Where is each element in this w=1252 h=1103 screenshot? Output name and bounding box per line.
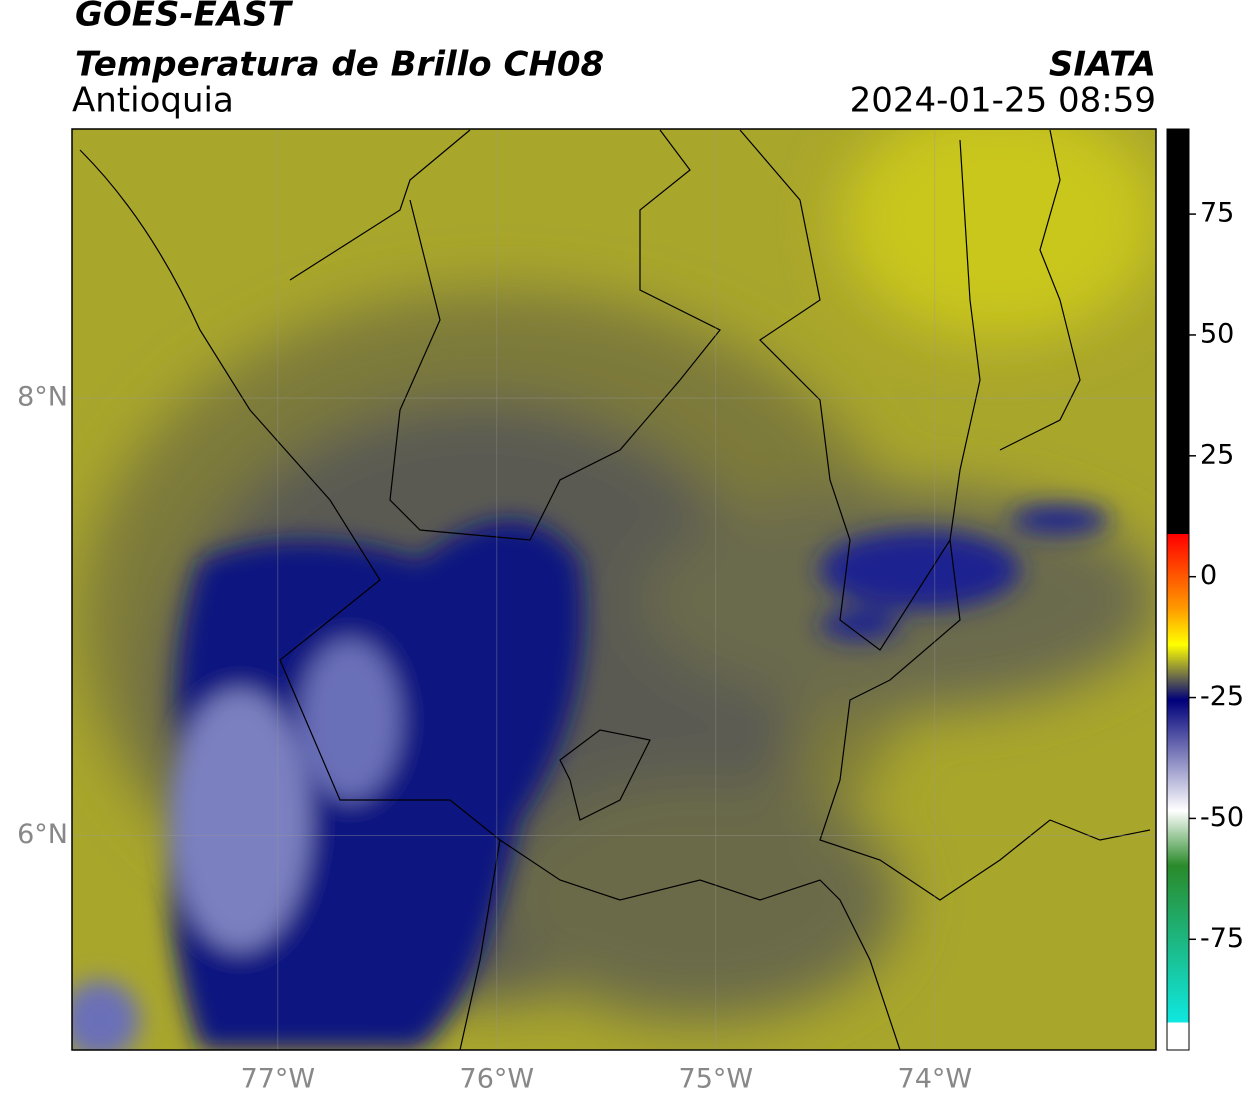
lon-tick-label: 76°W bbox=[460, 1064, 535, 1095]
colorbar-tick-label: 75 bbox=[1200, 198, 1234, 229]
colorbar-tick-label: -25 bbox=[1200, 681, 1244, 712]
colorbar-tick-label: 50 bbox=[1200, 318, 1234, 349]
colorbar bbox=[1166, 128, 1190, 1051]
colorbar-tick-label: 25 bbox=[1200, 439, 1234, 470]
region: Antioquia bbox=[72, 81, 234, 121]
lat-tick-label: 6°N bbox=[17, 819, 68, 850]
lon-tick-label: 74°W bbox=[898, 1064, 973, 1095]
satellite-image bbox=[72, 129, 1156, 1050]
lat-tick-label: 8°N bbox=[17, 382, 68, 413]
lon-tick-label: 77°W bbox=[241, 1064, 316, 1095]
colorbar-tick-label: 0 bbox=[1200, 560, 1217, 591]
colorbar-tick-label: -75 bbox=[1200, 923, 1244, 954]
title: GOES-EAST bbox=[75, 0, 294, 35]
subtitle: Temperatura de Brillo CH08 bbox=[75, 45, 604, 85]
timestamp: 2024-01-25 08:59 bbox=[850, 81, 1156, 121]
map-frame bbox=[71, 128, 1157, 1051]
lon-tick-label: 75°W bbox=[679, 1064, 754, 1095]
colorbar-tick-label: -50 bbox=[1200, 802, 1244, 833]
source: SIATA bbox=[1049, 45, 1156, 85]
graticule bbox=[72, 129, 1156, 1050]
borders bbox=[79, 129, 1151, 1050]
